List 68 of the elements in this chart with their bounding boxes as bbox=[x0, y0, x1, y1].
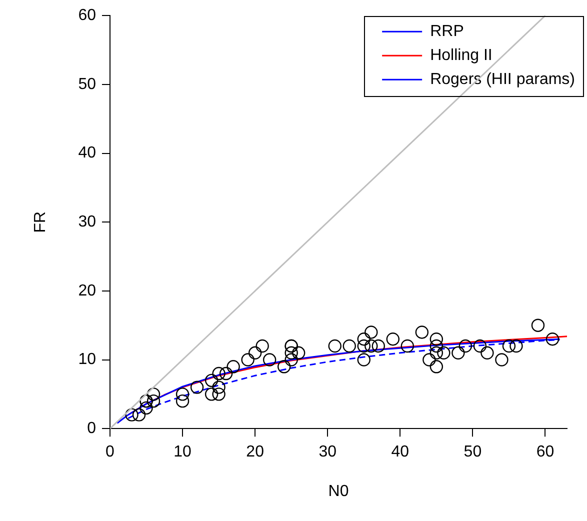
x-tick-label: 40 bbox=[391, 444, 410, 461]
point bbox=[357, 332, 370, 346]
point bbox=[422, 353, 436, 366]
y-tick-label: 30 bbox=[78, 214, 96, 231]
legend-label: RRP bbox=[430, 23, 464, 40]
point bbox=[226, 360, 240, 374]
x-tick-label: 10 bbox=[174, 444, 192, 461]
point bbox=[400, 339, 414, 353]
point bbox=[430, 339, 444, 353]
point bbox=[480, 346, 494, 360]
point bbox=[219, 366, 233, 380]
point bbox=[430, 346, 444, 360]
y-tick-label: 10 bbox=[78, 351, 96, 368]
point bbox=[386, 332, 400, 346]
x-axis-title: N0 bbox=[328, 482, 349, 500]
point bbox=[357, 353, 370, 366]
legend-label: Rogers (HII params) bbox=[430, 71, 575, 88]
point bbox=[546, 332, 560, 346]
y-tick-label: 40 bbox=[78, 144, 96, 162]
point bbox=[364, 339, 378, 353]
point bbox=[212, 380, 226, 394]
point bbox=[495, 353, 508, 366]
point bbox=[125, 408, 138, 422]
point bbox=[372, 339, 385, 353]
point bbox=[132, 408, 146, 422]
point bbox=[357, 339, 370, 353]
point bbox=[452, 346, 465, 360]
x-tick-label: 60 bbox=[536, 444, 554, 461]
point bbox=[262, 353, 276, 366]
point bbox=[284, 353, 298, 366]
point bbox=[212, 366, 226, 380]
point bbox=[458, 339, 472, 353]
point bbox=[204, 374, 218, 388]
x-tick-label: 20 bbox=[246, 444, 264, 461]
point bbox=[176, 388, 190, 401]
point bbox=[212, 388, 226, 401]
point bbox=[277, 360, 291, 374]
point bbox=[364, 326, 378, 339]
point bbox=[241, 353, 254, 366]
point bbox=[328, 339, 342, 353]
point bbox=[146, 394, 160, 408]
point bbox=[502, 339, 516, 353]
point bbox=[176, 394, 190, 408]
point bbox=[437, 346, 450, 360]
y-axis-title: FR bbox=[32, 211, 50, 233]
x-tick-label: 0 bbox=[106, 444, 115, 461]
y-tick-label: 60 bbox=[78, 7, 96, 24]
point bbox=[146, 388, 160, 401]
y-tick-label: 0 bbox=[87, 420, 96, 438]
point bbox=[190, 380, 204, 394]
point bbox=[256, 339, 269, 353]
point bbox=[531, 318, 545, 332]
point bbox=[140, 401, 153, 415]
point bbox=[510, 339, 523, 353]
y-tick-label: 20 bbox=[78, 282, 96, 300]
point bbox=[430, 360, 444, 374]
point bbox=[204, 388, 218, 401]
x-tick-label: 30 bbox=[318, 444, 337, 461]
y-tick-label: 50 bbox=[78, 76, 96, 93]
point bbox=[284, 346, 298, 360]
point bbox=[473, 339, 487, 353]
legend-label: Holling II bbox=[430, 47, 492, 64]
point bbox=[248, 346, 262, 360]
point bbox=[292, 346, 306, 360]
point bbox=[430, 332, 444, 346]
point bbox=[342, 339, 356, 353]
point bbox=[415, 326, 429, 339]
x-tick-label: 50 bbox=[464, 444, 482, 461]
